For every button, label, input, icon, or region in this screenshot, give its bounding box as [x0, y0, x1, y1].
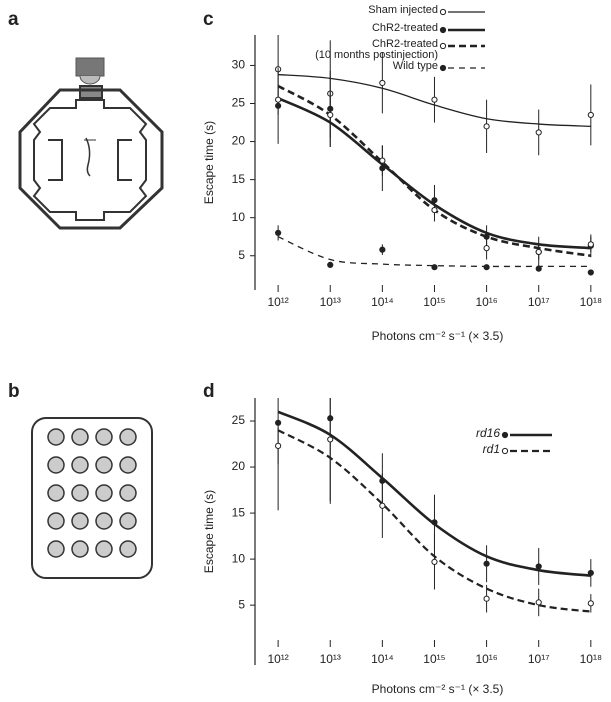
x-tick-label: 10¹⁴ [371, 652, 394, 666]
y-tick-label: 5 [238, 597, 245, 611]
data-point [587, 111, 594, 119]
legend-label: ChR2-treated (10 months postinjection) [315, 38, 438, 61]
panel-label: b [8, 381, 20, 402]
x-tick-label: 10¹² [267, 652, 288, 666]
legend-label: ChR2-treated [371, 22, 438, 34]
data-point [275, 229, 282, 237]
legend-marker [439, 26, 447, 34]
data-point [431, 519, 438, 526]
legend-label: Sham injected [368, 4, 438, 16]
legend-label: Wild type [392, 60, 438, 72]
y-tick-label: 25 [232, 413, 246, 427]
y-tick-label: 15 [232, 172, 246, 186]
data-point [431, 264, 438, 271]
x-axis-title: Photons cm⁻² s⁻¹ (× 3.5) [372, 329, 504, 343]
x-tick-label: 10¹² [267, 295, 288, 309]
y-axis-title: Escape time (s) [202, 121, 216, 204]
data-point [587, 569, 594, 577]
data-point [535, 599, 542, 606]
y-tick-label: 20 [232, 459, 246, 473]
x-tick-label: 10¹⁷ [528, 652, 550, 666]
y-axis-title: Escape time (s) [202, 490, 216, 573]
data-point [327, 111, 334, 119]
legend-label: rd16 [475, 426, 500, 440]
data-point [483, 264, 490, 271]
data-point [275, 442, 282, 449]
y-tick-label: 25 [232, 96, 246, 110]
data-point [483, 595, 490, 602]
maze-diagram [18, 57, 164, 230]
legend-marker [439, 42, 447, 50]
data-point [587, 241, 594, 248]
data-point [535, 563, 542, 570]
x-tick-label: 10¹⁶ [475, 295, 497, 309]
data-point [327, 436, 334, 443]
data-point [587, 269, 594, 276]
x-tick-label: 10¹⁵ [423, 652, 445, 666]
data-point [431, 96, 438, 103]
fit-curve [277, 236, 591, 268]
x-tick-label: 10¹⁴ [371, 295, 394, 309]
data-point [535, 248, 542, 256]
data-point [379, 246, 386, 253]
x-tick-label: 10¹³ [320, 652, 341, 666]
data-point [431, 206, 438, 214]
data-point [483, 245, 490, 252]
x-tick-label: 10¹⁸ [580, 652, 602, 666]
data-point [327, 261, 334, 268]
data-point [535, 129, 542, 136]
data-point [587, 600, 594, 607]
y-tick-label: 5 [238, 248, 245, 262]
data-point [431, 558, 438, 565]
x-axis-title: Photons cm⁻² s⁻¹ (× 3.5) [372, 682, 504, 696]
panel-label: a [8, 9, 19, 30]
panel-label: d [203, 381, 215, 402]
data-point [379, 157, 386, 164]
y-tick-label: 30 [232, 58, 246, 72]
well-plate [31, 417, 153, 579]
legend-marker [439, 8, 447, 16]
x-tick-label: 10¹⁶ [475, 652, 497, 666]
data-point [483, 123, 490, 130]
data-point [535, 265, 542, 272]
y-tick-label: 10 [232, 210, 246, 224]
legend-label: rd1 [482, 442, 500, 456]
x-tick-label: 10¹³ [320, 295, 341, 309]
y-tick-label: 15 [232, 505, 246, 519]
data-point [379, 79, 386, 87]
legend-marker [501, 447, 509, 455]
data-point [275, 419, 282, 426]
y-tick-label: 20 [232, 134, 246, 148]
legend-marker [439, 64, 447, 72]
x-tick-label: 10¹⁷ [528, 295, 550, 309]
y-tick-label: 10 [232, 551, 246, 565]
data-point [379, 502, 386, 509]
x-tick-label: 10¹⁵ [423, 295, 445, 309]
data-point [483, 560, 490, 567]
legend-marker [501, 431, 509, 439]
panel-label: c [203, 9, 214, 30]
x-tick-label: 10¹⁸ [580, 295, 602, 309]
data-point [275, 96, 282, 103]
